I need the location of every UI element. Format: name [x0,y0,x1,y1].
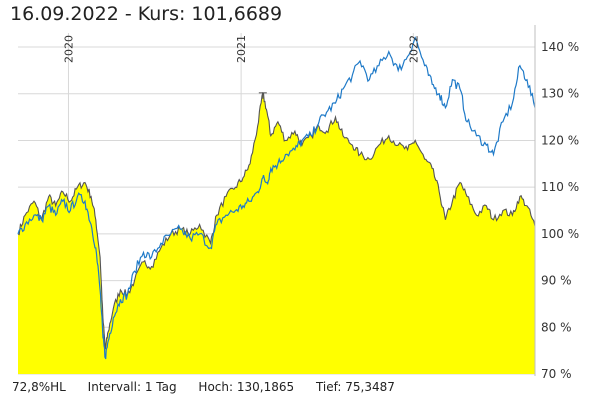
low-label: Tief: 75,3487 [315,380,395,394]
y-tick-label: 120 % [541,133,579,147]
chart-footer: 72,8%HL Intervall: 1 Tag Hoch: 130,1865 … [12,380,413,394]
comparison-series [17,36,536,360]
x-tick-label: 2020 [62,35,75,63]
axes: 70 % 80 % 90 % 100 % 110 % 120 % 130 % 140 % 202… [62,25,579,381]
y-tick-label: 70 % [541,367,572,381]
area-series [17,92,536,375]
y-tick-label: 110 % [541,180,579,194]
comparison-line [17,36,536,360]
y-tick-label: 140 % [541,40,579,54]
x-tick-label: 2021 [235,35,248,63]
interval-label: Intervall: 1 Tag [87,380,177,394]
hl-label: 72,8%HL [12,380,66,394]
chart-title: 16.09.2022 - Kurs: 101,6689 [10,3,283,25]
area-fill [18,92,535,375]
y-tick-label: 80 % [541,320,572,334]
high-label: Hoch: 130,1865 [198,380,295,394]
y-tick-label: 90 % [541,274,572,288]
x-tick-label: 2022 [407,35,420,63]
y-tick-label: 100 % [541,227,579,241]
y-tick-label: 130 % [541,87,579,101]
